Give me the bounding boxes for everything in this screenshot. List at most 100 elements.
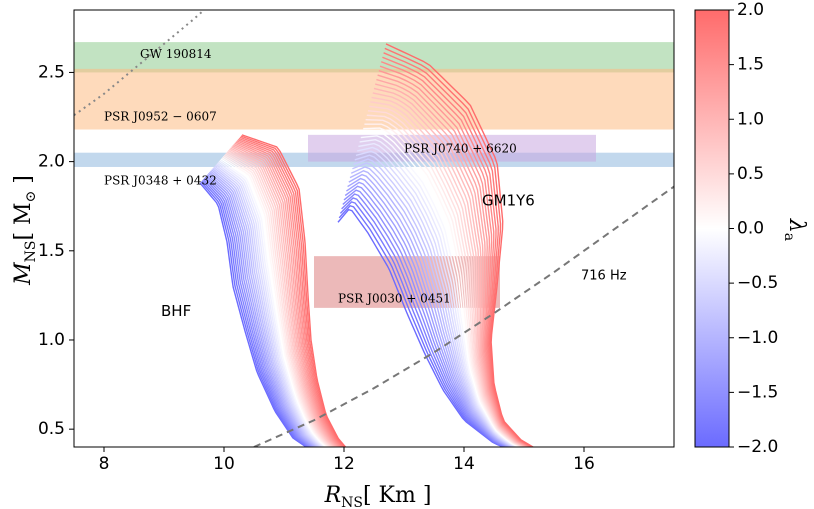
curve-gm1y6-23: [365, 119, 523, 447]
band-gw-190814: [74, 42, 674, 73]
curve-gm1y6-34: [378, 69, 531, 447]
colorbar-tick-label-6: 1.0: [737, 109, 764, 129]
x-tick-label-16: 16: [573, 454, 595, 474]
colorbar-tick-label-8: 2.0: [737, 0, 764, 20]
colorbar: [694, 9, 730, 448]
colorbar-tick-label-7: 1.5: [737, 55, 764, 75]
curve-gm1y6-22: [364, 123, 523, 447]
y-axis-title: MNS[ M⊙ ]: [11, 175, 39, 286]
curve-gm1y6-32: [376, 78, 530, 447]
curve-bhf-37: [238, 137, 344, 447]
curve-bhf-16: [216, 163, 324, 447]
curve-gm1y6-36: [380, 61, 532, 447]
curve-bhf-0: [199, 182, 308, 447]
colorbar-tick-label-1: −1.5: [737, 382, 778, 402]
model-label-gm1y6: GM1Y6: [482, 191, 535, 209]
curve-bhf-36: [237, 139, 343, 447]
curve-gm1y6-29: [372, 92, 528, 447]
curve-bhf-6: [205, 175, 314, 447]
curve-bhf-10: [210, 170, 318, 447]
band-label-psr-j0030-0451: PSR J0030 + 0451: [338, 291, 451, 305]
curve-gm1y6-31: [375, 83, 529, 447]
curve-gm1y6-1: [338, 204, 507, 447]
curve-bhf-8: [207, 172, 316, 447]
curve-gm1y6-17: [358, 142, 519, 447]
curve-gm1y6-20: [361, 131, 521, 447]
eos-models: [199, 43, 535, 447]
curve-bhf-18: [218, 160, 326, 447]
y-tick-label-1.5: 1.5: [38, 241, 65, 261]
curve-gm1y6-15: [355, 150, 518, 447]
curve-gm1y6-10: [349, 170, 514, 447]
curve-bhf-9: [208, 171, 317, 447]
model-label-bhf: BHF: [161, 302, 191, 320]
colorbar-label: λa: [781, 218, 809, 241]
curve-bhf-26: [226, 151, 334, 447]
curve-bhf-4: [203, 177, 312, 447]
curve-bhf-28: [229, 148, 335, 447]
curve-gm1y6-3: [341, 197, 509, 447]
curve-gm1y6-8: [347, 177, 513, 447]
curve-bhf-22: [222, 155, 330, 447]
curve-gm1y6-18: [359, 138, 520, 447]
curve-bhf-23: [223, 154, 331, 447]
curve-gm1y6-5: [343, 189, 510, 447]
curve-gm1y6-27: [370, 101, 526, 447]
curve-gm1y6-9: [348, 173, 513, 447]
curve-gm1y6-0: [337, 208, 506, 447]
curve-gm1y6-37: [382, 56, 533, 447]
curve-bhf-40: [241, 134, 347, 447]
curve-gm1y6-12: [352, 162, 516, 447]
curve-gm1y6-35: [379, 65, 532, 447]
curve-bhf-21: [221, 157, 329, 447]
curve-gm1y6-26: [369, 105, 526, 447]
frequency-curve-716-hz: [253, 185, 674, 447]
band-label-psr-j0348-0432: PSR J0348 + 0432: [104, 174, 217, 188]
curve-gm1y6-24: [366, 114, 524, 447]
curve-gm1y6-40: [385, 43, 535, 447]
y-tick-label-1: 1.0: [38, 330, 65, 350]
curve-bhf-14: [214, 165, 322, 447]
x-axis-ticks: 8 10 12 14 16: [99, 447, 595, 474]
x-tick-label-14: 14: [453, 454, 475, 474]
curve-bhf-35: [236, 140, 342, 447]
y-tick-label-2.5: 2.5: [38, 62, 65, 82]
curve-gm1y6-7: [346, 181, 512, 447]
x-tick-label-10: 10: [213, 454, 235, 474]
curve-bhf-39: [240, 135, 346, 447]
curve-bhf-5: [204, 176, 313, 447]
curve-bhf-20: [220, 158, 328, 447]
curve-bhf-32: [233, 143, 339, 447]
curve-bhf-38: [239, 136, 345, 447]
frequency-label-716-hz: 716 Hz: [581, 268, 627, 283]
y-tick-label-0.5: 0.5: [38, 419, 65, 439]
curve-gm1y6-38: [383, 52, 534, 447]
colorbar-ticks: −2.0 −1.5 −1.0 −0.5 0.0 0.5 1.0 1.5 2.0: [729, 0, 778, 457]
curve-bhf-30: [231, 146, 337, 447]
model-labels: BHF GM1Y6 716 Hz: [161, 191, 627, 320]
plot-frame: [73, 9, 675, 448]
curve-bhf-19: [219, 159, 327, 447]
band-psr-j0740-6620: [308, 134, 596, 162]
curve-bhf-17: [217, 161, 325, 447]
curve-gm1y6-30: [373, 87, 528, 447]
curve-bhf-7: [206, 174, 315, 447]
curve-bhf-27: [228, 149, 335, 447]
curve-bhf-11: [211, 169, 319, 447]
curve-bhf-31: [232, 145, 338, 447]
curve-bhf-29: [230, 147, 336, 447]
colorbar-tick-label-5: 0.5: [737, 164, 764, 184]
frequency-curves: [74, 10, 674, 447]
curve-gm1y6-16: [357, 146, 519, 447]
curve-bhf-33: [234, 142, 340, 447]
curve-gm1y6-13: [353, 158, 516, 447]
x-axis-title: RNS[ Km ]: [324, 483, 432, 509]
curve-bhf-13: [213, 166, 321, 447]
curve-gm1y6-19: [360, 135, 521, 447]
svg-text:RNS[ Km ]: RNS[ Km ]: [324, 483, 432, 509]
curve-gm1y6-28: [371, 96, 527, 447]
curve-bhf-2: [201, 180, 310, 447]
curve-bhf-24: [224, 153, 332, 447]
svg-text:MNS[ M⊙ ]: MNS[ M⊙ ]: [11, 175, 39, 286]
